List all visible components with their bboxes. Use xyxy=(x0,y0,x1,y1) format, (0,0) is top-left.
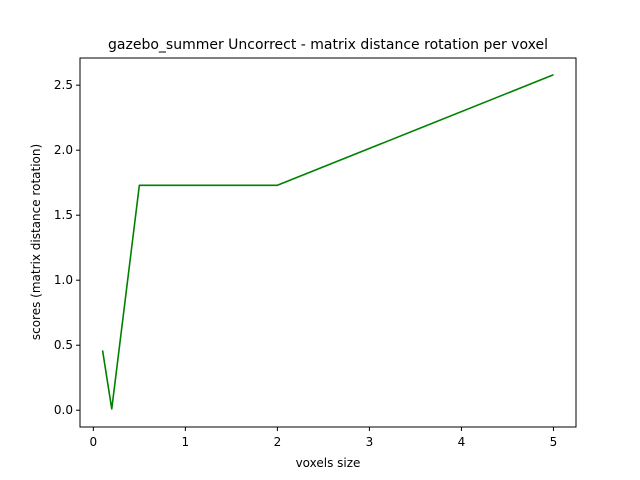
plot-area xyxy=(101,74,554,410)
series-line xyxy=(101,74,554,410)
x-tick-label: 0 xyxy=(90,435,98,449)
x-axis-label: voxels size xyxy=(296,456,361,470)
y-tick-label: 0.0 xyxy=(54,403,73,417)
x-tick-label: 2 xyxy=(274,435,282,449)
x-tick-label: 1 xyxy=(182,435,190,449)
x-axis: 0 1 2 3 4 5 xyxy=(90,427,558,449)
y-axis-label: scores (matrix distance rotation) xyxy=(29,144,43,340)
x-tick-label: 5 xyxy=(550,435,558,449)
axes-frame xyxy=(79,57,577,428)
chart-title: gazebo_summer Uncorrect - matrix distanc… xyxy=(108,37,548,53)
y-tick-label: 1.0 xyxy=(54,273,73,287)
y-tick-label: 2.0 xyxy=(54,143,73,157)
x-tick-label: 4 xyxy=(458,435,466,449)
y-tick-label: 0.5 xyxy=(54,338,73,352)
y-tick-label: 2.5 xyxy=(54,78,73,92)
y-tick-label: 1.5 xyxy=(54,208,73,222)
y-axis: 0.0 0.5 1.0 1.5 2.0 2.5 xyxy=(54,78,80,417)
x-tick-label: 3 xyxy=(366,435,374,449)
